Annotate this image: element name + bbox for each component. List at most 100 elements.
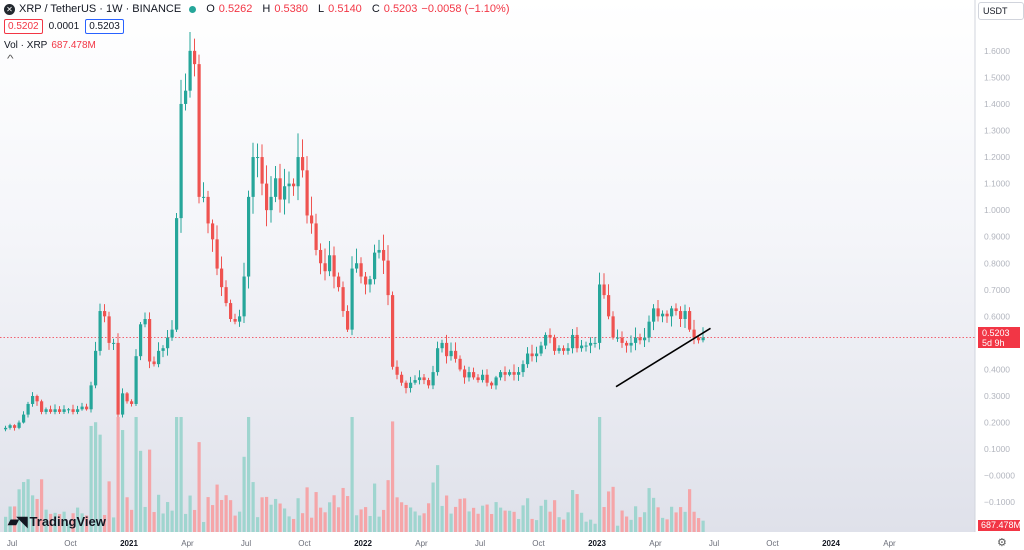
candle-body [94, 350, 98, 386]
candle-body [584, 345, 588, 347]
candle-body [337, 276, 341, 288]
candle-body [422, 377, 426, 381]
volume-bar [539, 505, 543, 532]
candle-body [656, 308, 660, 317]
candle-body [26, 403, 30, 415]
candle-body [395, 366, 399, 375]
buy-price-button[interactable]: 0.5203 [85, 19, 124, 34]
volume-bar [571, 490, 575, 532]
volume-bar [395, 497, 399, 532]
candle-body [436, 348, 440, 373]
volume-bar [80, 513, 84, 532]
volume-bar [17, 489, 21, 532]
tradingview-logo[interactable]: ▰◥ TradingView [8, 513, 106, 530]
volume-bar [184, 513, 188, 532]
volume-bar [404, 504, 408, 532]
candle-body [463, 369, 467, 378]
volume-bar [512, 511, 516, 532]
candle-body [278, 178, 282, 200]
volume-bar [481, 505, 485, 532]
volume-bar [652, 497, 656, 532]
volume-bar [548, 511, 552, 532]
candle-body [130, 401, 134, 404]
volume-bar [103, 514, 107, 532]
volume-bar [260, 497, 264, 532]
currency-button[interactable]: USDT [978, 2, 1024, 20]
candle-body [679, 311, 683, 320]
candle-body [283, 186, 287, 200]
volume-bar [584, 521, 588, 532]
candle-body [427, 380, 431, 386]
candle-body [121, 393, 125, 415]
volume-bar [386, 480, 390, 532]
volume-bar [85, 515, 89, 532]
price-tick-label: 0.9000 [984, 232, 1010, 242]
candle-body [260, 157, 264, 184]
candle-body [359, 263, 363, 277]
volume-bar [557, 517, 561, 532]
candle-body [107, 316, 111, 343]
candle-body [692, 329, 696, 338]
volume-bar [98, 434, 102, 532]
last-price-value: 0.5203 [982, 328, 1010, 338]
high-value: 0.5380 [274, 3, 309, 15]
collapse-chevron-icon[interactable]: ^ [7, 54, 14, 65]
volume-bar [463, 498, 467, 532]
close-value: 0.5203 [383, 3, 418, 15]
volume-bar [625, 516, 629, 532]
volume-bar [508, 510, 512, 532]
volume-bar [620, 510, 624, 532]
candle-body [211, 223, 215, 240]
candle-body [697, 337, 701, 341]
sell-price-button[interactable]: 0.5202 [4, 19, 43, 34]
settings-gear-icon[interactable]: ⚙ [997, 537, 1007, 549]
volume-bar [71, 513, 75, 532]
price-tick-label: −0.0000 [984, 471, 1015, 481]
time-tick-label: 2022 [354, 539, 372, 548]
candle-body [620, 337, 624, 343]
candle-body [157, 350, 161, 365]
volume-bar [373, 483, 377, 532]
volume-bar [355, 515, 359, 532]
candle-body [607, 295, 611, 317]
time-tick-label: Apr [181, 539, 194, 548]
candle-body [17, 422, 21, 428]
volume-bar [616, 525, 620, 532]
volume-bar [701, 520, 705, 532]
candle-body [503, 372, 507, 375]
volume-bar [283, 508, 287, 532]
volume-bar [62, 511, 66, 532]
volume-bar [278, 503, 282, 532]
volume-bar [485, 504, 489, 532]
candle-body [152, 361, 156, 365]
volume-bar [125, 497, 129, 532]
candle-body [314, 223, 318, 250]
volume-bar [670, 506, 674, 532]
candle-body [373, 252, 377, 280]
volume-bar [193, 509, 197, 532]
volume-bar [562, 519, 566, 532]
volume-bar [31, 495, 35, 532]
candle-body [616, 337, 620, 339]
volume-bar [391, 421, 395, 532]
time-tick-label: 2023 [588, 539, 606, 548]
volume-bar [503, 510, 507, 532]
volume-bar [517, 518, 521, 532]
open-value: 0.5262 [218, 3, 253, 15]
volume-bar [206, 497, 210, 532]
candle-body [220, 268, 224, 288]
price-tick-label: 0.1000 [984, 444, 1010, 454]
support-trendline [615, 327, 711, 388]
symbol-title[interactable]: XRP / TetherUS · 1W · BINANCE [19, 3, 182, 15]
candle-body [521, 364, 525, 373]
candle-body [665, 313, 669, 317]
time-tick-label: Apr [649, 539, 662, 548]
candle-body [188, 50, 192, 91]
volume-bar [157, 494, 161, 532]
candle-body [233, 319, 237, 322]
volume-bar [418, 515, 422, 532]
volume-bar [8, 506, 12, 532]
market-status-icon [189, 5, 197, 13]
candle-body [634, 337, 638, 343]
